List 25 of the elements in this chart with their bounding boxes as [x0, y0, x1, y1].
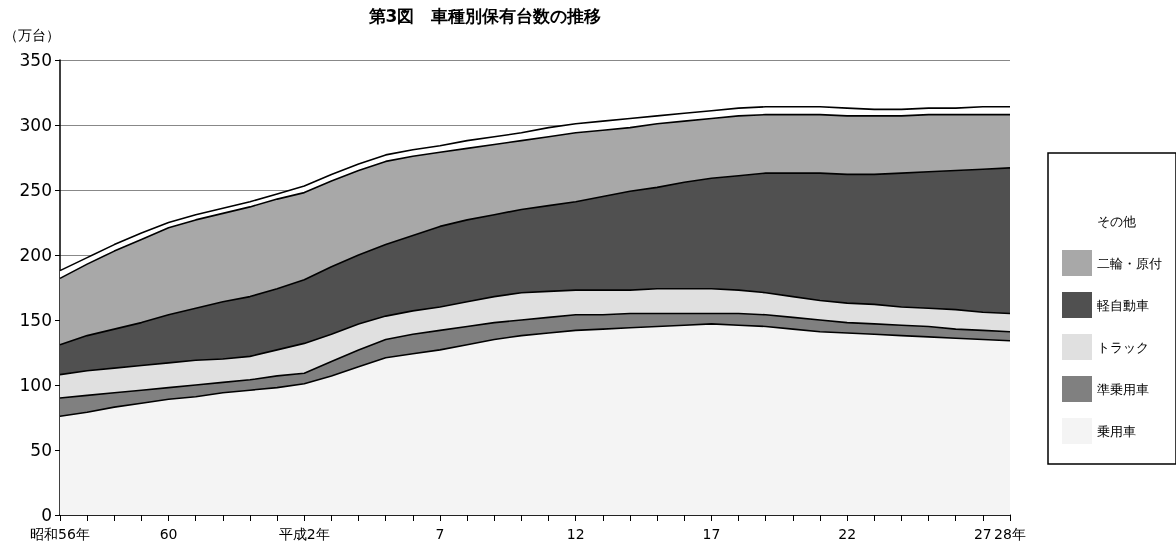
x-tick-label: 22	[838, 526, 857, 542]
x-tick-label: 28年	[994, 526, 1026, 542]
x-tick-label: 昭和56年	[30, 526, 90, 542]
legend-label: トラック	[1097, 339, 1149, 355]
chart-title: 第3図 車種別保有台数の推移	[367, 5, 602, 26]
legend-label: 二輪・原付	[1097, 255, 1162, 271]
x-tick-label: 平成2年	[278, 526, 330, 542]
y-tick-label: 0	[41, 505, 52, 525]
x-tick-label: 60	[159, 526, 178, 542]
x-tick-label: 17	[702, 526, 721, 542]
legend-label: 準乗用車	[1097, 381, 1149, 397]
x-tick-label: 12	[566, 526, 585, 542]
legend-label: 乗用車	[1097, 423, 1136, 439]
y-tick-label: 50	[30, 440, 52, 460]
x-tick-label: 27	[973, 526, 992, 542]
y-tick-label: 300	[19, 115, 52, 135]
y-tick-label: 350	[19, 50, 52, 70]
text: その他	[1097, 213, 1136, 229]
y-axis-title: （万台）	[4, 27, 60, 43]
y-tick-label: 200	[19, 245, 52, 265]
x-tick-label: 7	[435, 526, 445, 542]
y-tick-label: 150	[19, 310, 52, 330]
legend-label: 軽自動車	[1097, 297, 1149, 313]
y-tick-label: 100	[19, 375, 52, 395]
y-tick-label: 250	[19, 180, 52, 200]
